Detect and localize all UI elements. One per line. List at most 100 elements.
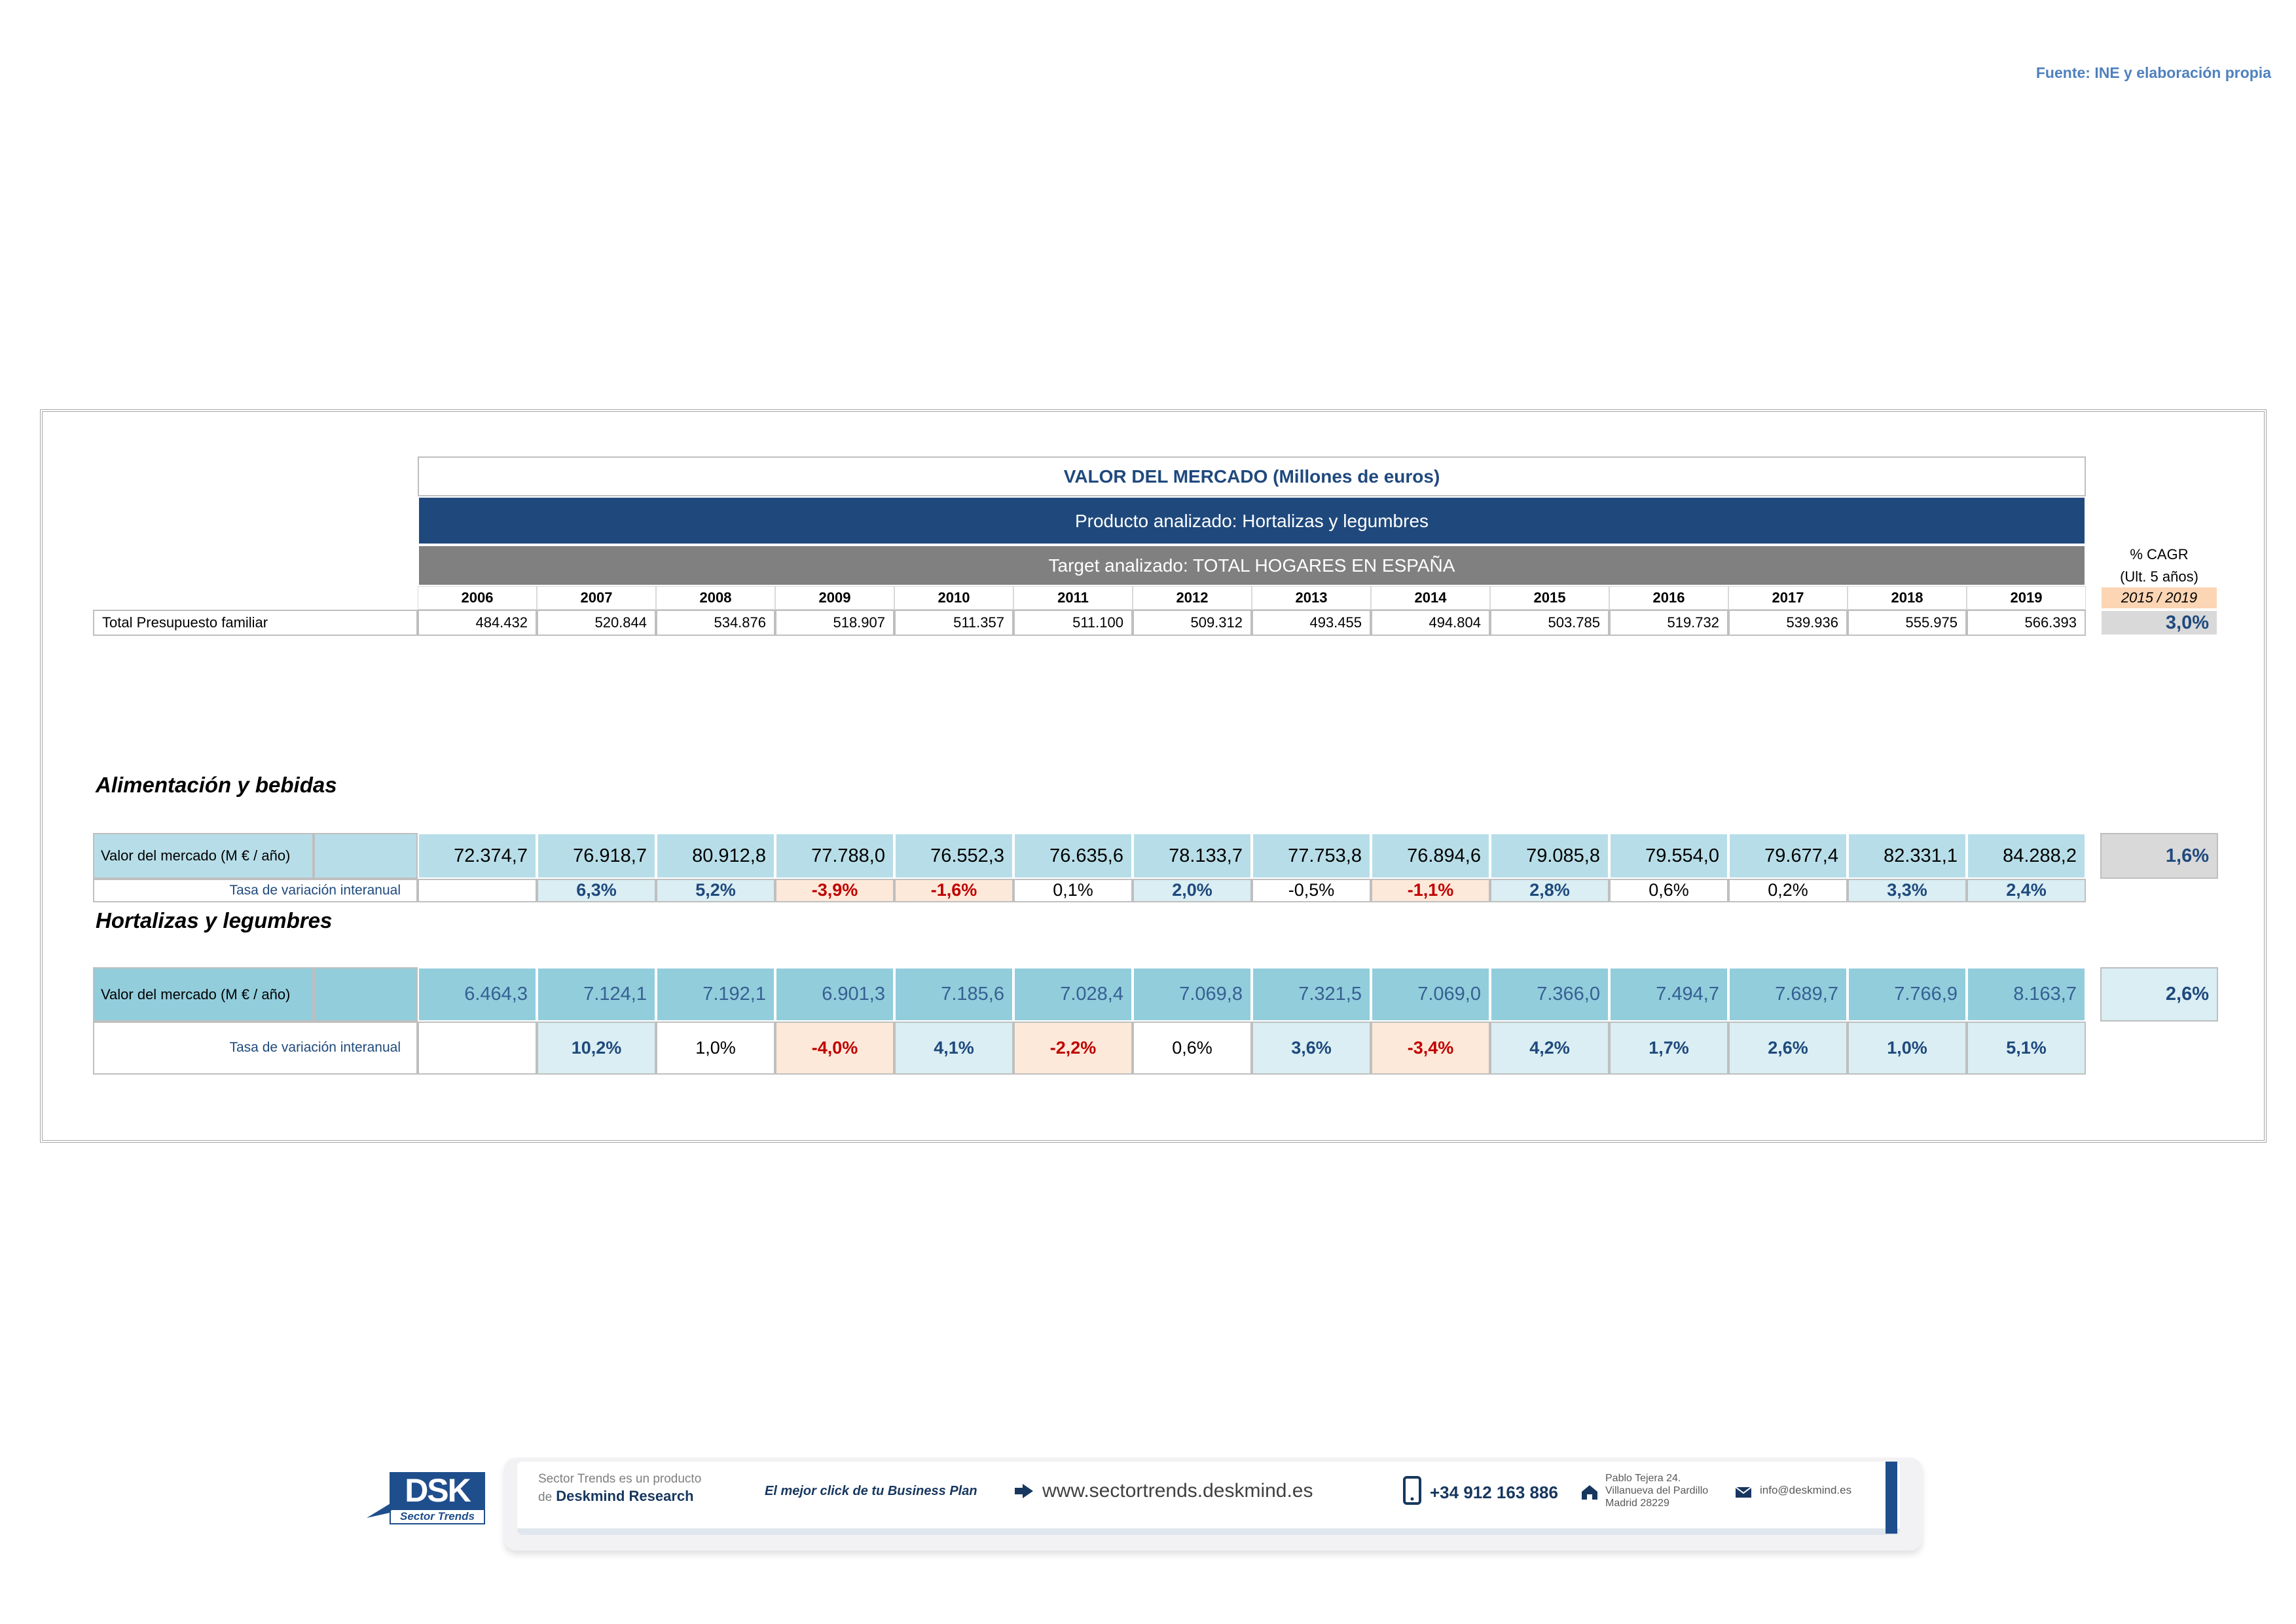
target-row: Target analizado: TOTAL HOGARES EN ESPAÑ… bbox=[418, 545, 2086, 586]
rate-value: 10,2% bbox=[537, 1022, 656, 1075]
section-cagr: 1,6% bbox=[2100, 833, 2218, 879]
total-cagr: 3,0% bbox=[2100, 610, 2218, 636]
cagr-sub: (Ult. 5 años) bbox=[2120, 568, 2198, 585]
market-value: 6.901,3 bbox=[775, 967, 894, 1022]
rate-value: 3,6% bbox=[1252, 1022, 1371, 1075]
rate-value: 4,1% bbox=[894, 1022, 1013, 1075]
rate-value: -4,0% bbox=[775, 1022, 894, 1075]
year-header: 2011 bbox=[1013, 586, 1133, 610]
rate-label: Tasa de variación interanual bbox=[93, 1022, 418, 1075]
footer-intro: Sector Trends es un producto bbox=[538, 1472, 702, 1486]
address-line: Madrid 28229 bbox=[1605, 1498, 1669, 1509]
market-value: 72.374,7 bbox=[418, 833, 537, 879]
year-header: 2017 bbox=[1728, 586, 1848, 610]
market-value: 76.918,7 bbox=[537, 833, 656, 879]
total-value: 520.844 bbox=[537, 610, 656, 636]
market-value: 77.788,0 bbox=[775, 833, 894, 879]
rate-value: 6,3% bbox=[537, 879, 656, 902]
value-label-spacer bbox=[314, 967, 418, 1022]
market-value: 7.069,0 bbox=[1371, 967, 1490, 1022]
market-value: 79.554,0 bbox=[1609, 833, 1728, 879]
section-title: Hortalizas y legumbres bbox=[96, 908, 333, 932]
banner-accent bbox=[1886, 1462, 1897, 1534]
rate-value: 1,0% bbox=[1848, 1022, 1967, 1075]
source-note: Fuente: INE y elaboración propia bbox=[2035, 64, 2271, 81]
table-frame bbox=[40, 409, 2267, 1143]
year-header: 2015 bbox=[1490, 586, 1609, 610]
rate-value: 5,1% bbox=[1967, 1022, 2086, 1075]
value-label-spacer bbox=[314, 833, 418, 879]
logo-arrow bbox=[367, 1500, 397, 1518]
footer-company: Deskmind Research bbox=[556, 1488, 694, 1504]
total-value: 484.432 bbox=[418, 610, 537, 636]
total-value: 493.455 bbox=[1252, 610, 1371, 636]
total-value: 494.804 bbox=[1371, 610, 1490, 636]
total-value: 503.785 bbox=[1490, 610, 1609, 636]
rate-value: -1,6% bbox=[894, 879, 1013, 902]
market-value: 80.912,8 bbox=[656, 833, 775, 879]
market-value: 7.192,1 bbox=[656, 967, 775, 1022]
market-value: 79.085,8 bbox=[1490, 833, 1609, 879]
rate-value: -3,4% bbox=[1371, 1022, 1490, 1075]
year-header: 2012 bbox=[1133, 586, 1252, 610]
footer-address: Pablo Tejera 24. Villanueva del Pardillo… bbox=[1605, 1472, 1708, 1509]
market-value: 6.464,3 bbox=[418, 967, 537, 1022]
phone-icon bbox=[1403, 1476, 1421, 1505]
address-line: Pablo Tejera 24. bbox=[1605, 1473, 1681, 1484]
year-header: 2018 bbox=[1848, 586, 1967, 610]
rate-value bbox=[418, 879, 537, 902]
rate-value: -0,5% bbox=[1252, 879, 1371, 902]
value-label: Valor del mercado (M € / año) bbox=[93, 833, 314, 879]
rate-value: 1,0% bbox=[656, 1022, 775, 1075]
footer-web: www.sectortrends.deskmind.es bbox=[1042, 1480, 1313, 1502]
market-value: 7.689,7 bbox=[1728, 967, 1848, 1022]
total-value: 518.907 bbox=[775, 610, 894, 636]
footer-company-line: de Deskmind Research bbox=[538, 1488, 694, 1505]
footer-email: info@deskmind.es bbox=[1760, 1484, 1852, 1496]
table-title: VALOR DEL MERCADO (Millones de euros) bbox=[418, 456, 2086, 496]
market-value: 82.331,1 bbox=[1848, 833, 1967, 879]
market-value: 7.028,4 bbox=[1013, 967, 1133, 1022]
market-value: 77.753,8 bbox=[1252, 833, 1371, 879]
market-value: 7.069,8 bbox=[1133, 967, 1252, 1022]
product-row: Producto analizado: Hortalizas y legumbr… bbox=[418, 496, 2086, 545]
section-cagr: 2,6% bbox=[2100, 967, 2218, 1022]
rate-value: 3,3% bbox=[1848, 879, 1967, 902]
market-value: 84.288,2 bbox=[1967, 833, 2086, 879]
total-value: 519.732 bbox=[1609, 610, 1728, 636]
rate-value: 0,1% bbox=[1013, 879, 1133, 902]
year-header: 2016 bbox=[1609, 586, 1728, 610]
rate-value: 0,6% bbox=[1133, 1022, 1252, 1075]
rate-value: -3,9% bbox=[775, 879, 894, 902]
total-value: 566.393 bbox=[1967, 610, 2086, 636]
footer-banner-inner bbox=[517, 1462, 1900, 1535]
rate-value: 4,2% bbox=[1490, 1022, 1609, 1075]
market-value: 7.321,5 bbox=[1252, 967, 1371, 1022]
logo-sub: Sector Trends bbox=[390, 1509, 485, 1524]
total-value: 534.876 bbox=[656, 610, 775, 636]
market-value: 7.494,7 bbox=[1609, 967, 1728, 1022]
rate-value: 2,0% bbox=[1133, 879, 1252, 902]
cagr-period: 2015 / 2019 bbox=[2100, 586, 2218, 610]
total-value: 511.100 bbox=[1013, 610, 1133, 636]
rate-value: 0,6% bbox=[1609, 879, 1728, 902]
total-value: 509.312 bbox=[1133, 610, 1252, 636]
year-header: 2013 bbox=[1252, 586, 1371, 610]
rate-value: 2,4% bbox=[1967, 879, 2086, 902]
total-label: Total Presupuesto familiar bbox=[93, 610, 418, 636]
market-value: 7.185,6 bbox=[894, 967, 1013, 1022]
rate-value: -2,2% bbox=[1013, 1022, 1133, 1075]
market-value: 8.163,7 bbox=[1967, 967, 2086, 1022]
market-value: 76.635,6 bbox=[1013, 833, 1133, 879]
total-value: 555.975 bbox=[1848, 610, 1967, 636]
address-line: Villanueva del Pardillo bbox=[1605, 1485, 1709, 1496]
rate-value: 1,7% bbox=[1609, 1022, 1728, 1075]
market-value: 7.766,9 bbox=[1848, 967, 1967, 1022]
market-value: 78.133,7 bbox=[1133, 833, 1252, 879]
footer-de: de bbox=[538, 1490, 553, 1504]
market-value: 7.124,1 bbox=[537, 967, 656, 1022]
year-header: 2010 bbox=[894, 586, 1013, 610]
rate-value: 0,2% bbox=[1728, 879, 1848, 902]
rate-value: 2,8% bbox=[1490, 879, 1609, 902]
rate-value bbox=[418, 1022, 537, 1075]
